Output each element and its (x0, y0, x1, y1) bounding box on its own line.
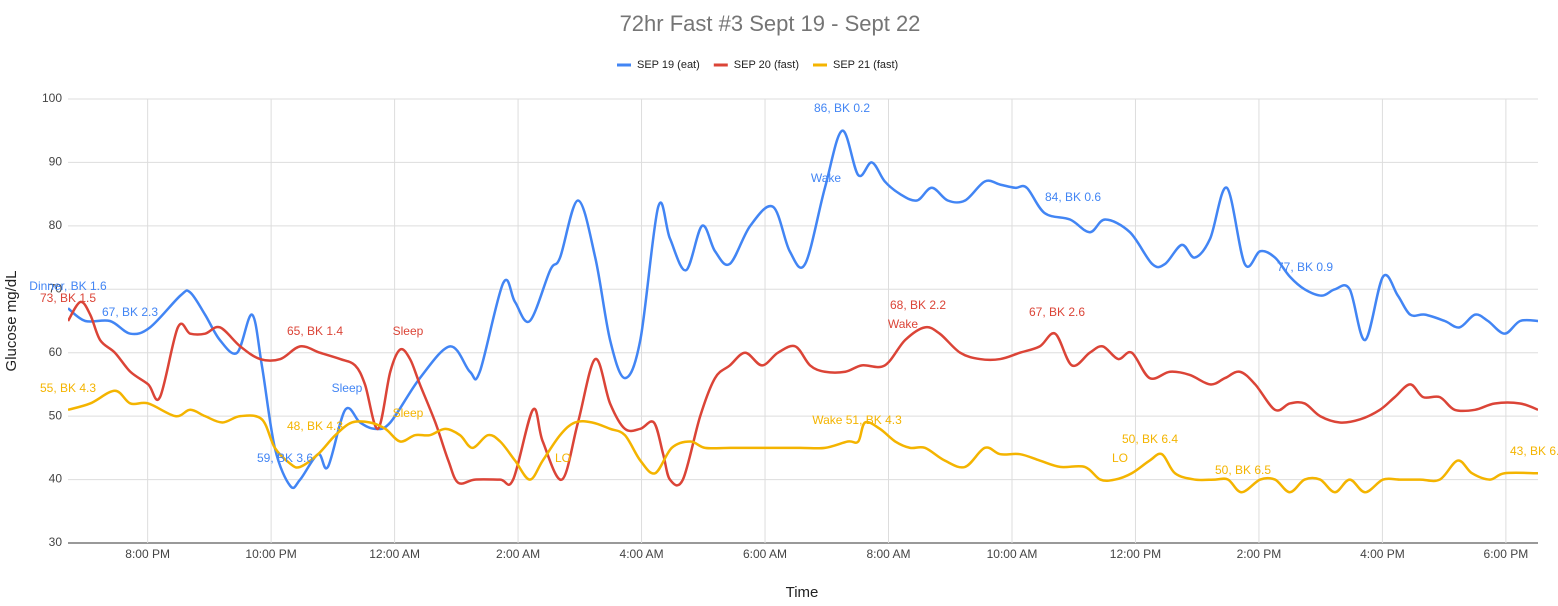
annotation: 67, BK 2.6 (1029, 305, 1085, 319)
annotation: 67, BK 2.3 (102, 305, 158, 319)
annotation: 50, BK 6.4 (1122, 432, 1178, 446)
y-tick-label: 40 (49, 472, 63, 486)
annotation: 77, BK 0.9 (1277, 260, 1333, 274)
grid (68, 98, 1538, 544)
annotation: 55, BK 4.3 (40, 381, 96, 395)
annotation: Wake 51, BK 4.3 (812, 413, 902, 427)
annotation: Dinner, BK 1.6 (29, 279, 107, 293)
x-tick-label: 8:00 PM (125, 547, 170, 561)
legend-label: SEP 21 (fast) (833, 59, 898, 71)
annotation: 48, BK 4.3 (287, 419, 343, 433)
annotation: 84, BK 0.6 (1045, 190, 1101, 204)
legend-label: SEP 20 (fast) (734, 59, 799, 71)
x-axis-title: Time (786, 584, 819, 601)
annotation: 43, BK 6. (1510, 444, 1558, 458)
x-tick-label: 6:00 PM (1484, 547, 1529, 561)
series-line (68, 389, 1538, 494)
x-tick-label: 2:00 AM (496, 547, 540, 561)
x-tick-label: 4:00 PM (1360, 547, 1405, 561)
annotation: LO (555, 451, 571, 465)
y-tick-label: 90 (49, 155, 63, 169)
labels: 30 40 50 60 70 80 90 100 8:00 PM 10:00 PM 12:00 AM… (29, 59, 1558, 561)
annotation: Sleep (332, 381, 363, 395)
annotation: 59, BK 3.6 (257, 451, 313, 465)
x-tick-label: 12:00 PM (1110, 547, 1161, 561)
x-tick-label: 10:00 PM (245, 547, 296, 561)
y-tick-label: 30 (49, 535, 63, 549)
annotation: Sleep (393, 324, 424, 338)
series-line (68, 129, 1538, 490)
legend-label: SEP 19 (eat) (637, 59, 700, 71)
annotation: Wake (888, 317, 919, 331)
y-tick-label: 50 (49, 408, 63, 422)
series-line (68, 300, 1538, 487)
chart-title: 72hr Fast #3 Sept 19 - Sept 22 (620, 11, 921, 36)
x-tick-label: 8:00 AM (866, 547, 910, 561)
annotation: 65, BK 1.4 (287, 324, 343, 338)
annotation: 50, BK 6.5 (1215, 463, 1271, 477)
x-tick-label: 2:00 PM (1237, 547, 1282, 561)
x-tick-label: 6:00 AM (743, 547, 787, 561)
x-tick-label: 4:00 AM (620, 547, 664, 561)
annotation: Sleep (393, 406, 424, 420)
annotation: LO (1112, 451, 1128, 465)
y-tick-label: 70 (49, 281, 63, 295)
x-tick-label: 12:00 AM (369, 547, 420, 561)
y-tick-label: 80 (49, 218, 63, 232)
x-tick-label: 10:00 AM (987, 547, 1038, 561)
lines (68, 129, 1538, 494)
annotation: 73, BK 1.5 (40, 291, 96, 305)
annotation: 68, BK 2.2 (890, 298, 946, 312)
y-axis-title: Glucose mg/dL (3, 271, 20, 372)
y-tick-label: 100 (42, 91, 62, 105)
annotation: 86, BK 0.2 (814, 101, 870, 115)
y-tick-label: 60 (49, 345, 63, 359)
annotation: Wake (811, 171, 842, 185)
